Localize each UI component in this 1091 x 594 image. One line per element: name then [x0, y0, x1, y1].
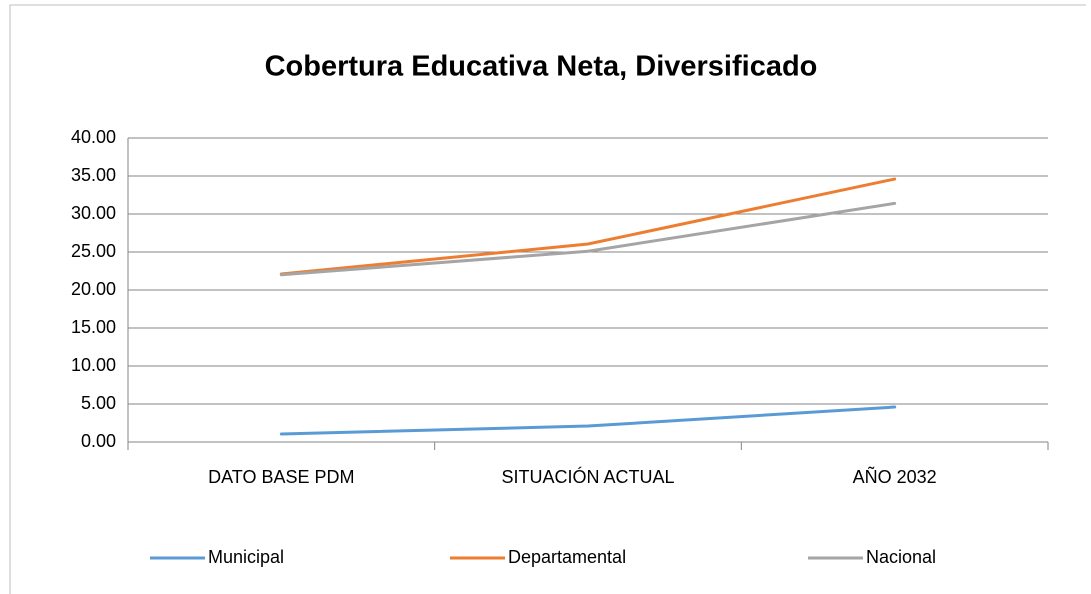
- series-line: [279, 177, 897, 276]
- y-tick-label: 0.00: [81, 431, 116, 451]
- y-tick-label: 30.00: [71, 203, 116, 223]
- y-tick-label: 5.00: [81, 393, 116, 413]
- y-tick-label: 40.00: [71, 127, 116, 147]
- x-tick-label: SITUACIÓN ACTUAL: [501, 466, 674, 487]
- x-tick-label: AÑO 2032: [853, 466, 937, 487]
- series-line: [279, 405, 897, 436]
- y-tick-label: 20.00: [71, 279, 116, 299]
- y-tick-label: 10.00: [71, 355, 116, 375]
- legend-label: Departamental: [508, 547, 626, 567]
- y-tick-label: 15.00: [71, 317, 116, 337]
- chart-frame: [9, 4, 1086, 594]
- y-tick-label: 35.00: [71, 165, 116, 185]
- x-tick-label: DATO BASE PDM: [208, 467, 354, 487]
- legend-label: Municipal: [208, 547, 284, 567]
- chart-title: Cobertura Educativa Neta, Diversificado: [265, 51, 818, 83]
- series-line: [279, 201, 897, 277]
- legend-label: Nacional: [866, 547, 936, 567]
- y-tick-label: 25.00: [71, 241, 116, 261]
